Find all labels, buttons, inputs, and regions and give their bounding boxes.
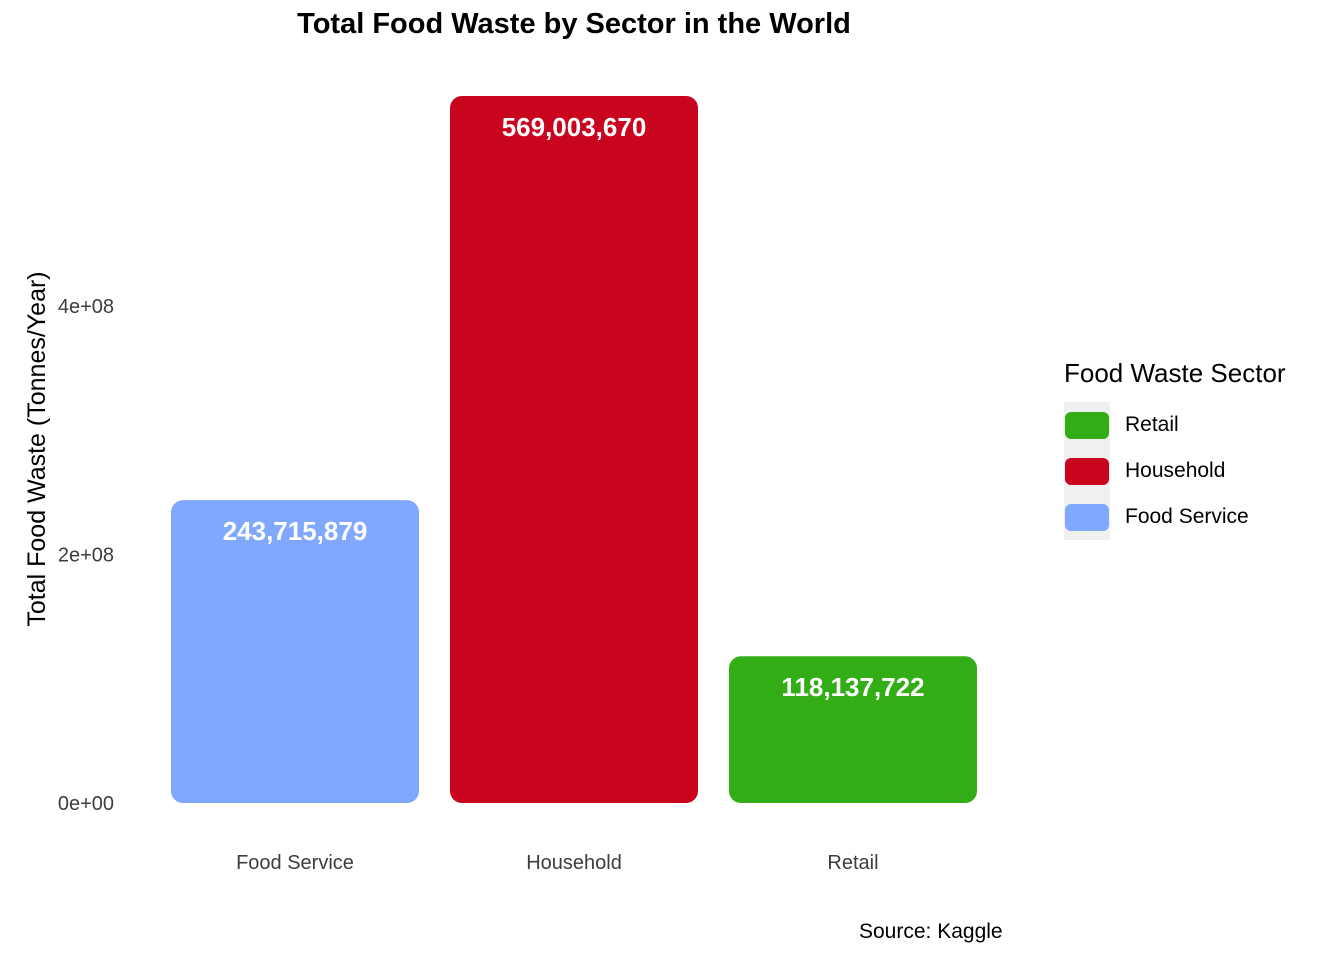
chart-title: Total Food Waste by Sector in the World: [297, 8, 851, 40]
legend-label: Household: [1125, 459, 1226, 482]
bar-value-label-retail: 118,137,722: [781, 672, 924, 702]
source-caption: Source: Kaggle: [859, 920, 1003, 943]
x-tick-label-retail: Retail: [827, 852, 878, 874]
bar-household: [450, 96, 698, 803]
y-axis-title: Total Food Waste (Tonnes/Year): [23, 271, 51, 626]
bar-value-label-food-service: 243,715,879: [223, 516, 368, 546]
legend-item-retail: Retail: [1064, 402, 1179, 448]
legend-label: Retail: [1125, 413, 1179, 436]
x-tick-label-food-service: Food Service: [236, 852, 354, 874]
x-tick-label-household: Household: [526, 852, 622, 874]
y-tick-label: 4e+08: [58, 296, 114, 318]
legend-title: Food Waste Sector: [1064, 358, 1286, 388]
legend-item-household: Household: [1064, 448, 1225, 494]
y-tick-label: 2e+08: [58, 544, 114, 566]
bar-retail: [729, 656, 977, 803]
legend-swatch: [1065, 457, 1109, 485]
legend-swatch: [1065, 411, 1109, 439]
legend-label: Food Service: [1125, 505, 1249, 528]
legend-item-food-service: Food Service: [1064, 494, 1249, 540]
legend: Food Waste Sector Retail Household Food Se…: [1064, 358, 1286, 540]
legend-swatch: [1065, 503, 1109, 531]
y-tick-label: 0e+00: [58, 793, 114, 815]
bar-food-service: [171, 500, 419, 803]
bar-value-label-household: 569,003,670: [502, 112, 647, 142]
